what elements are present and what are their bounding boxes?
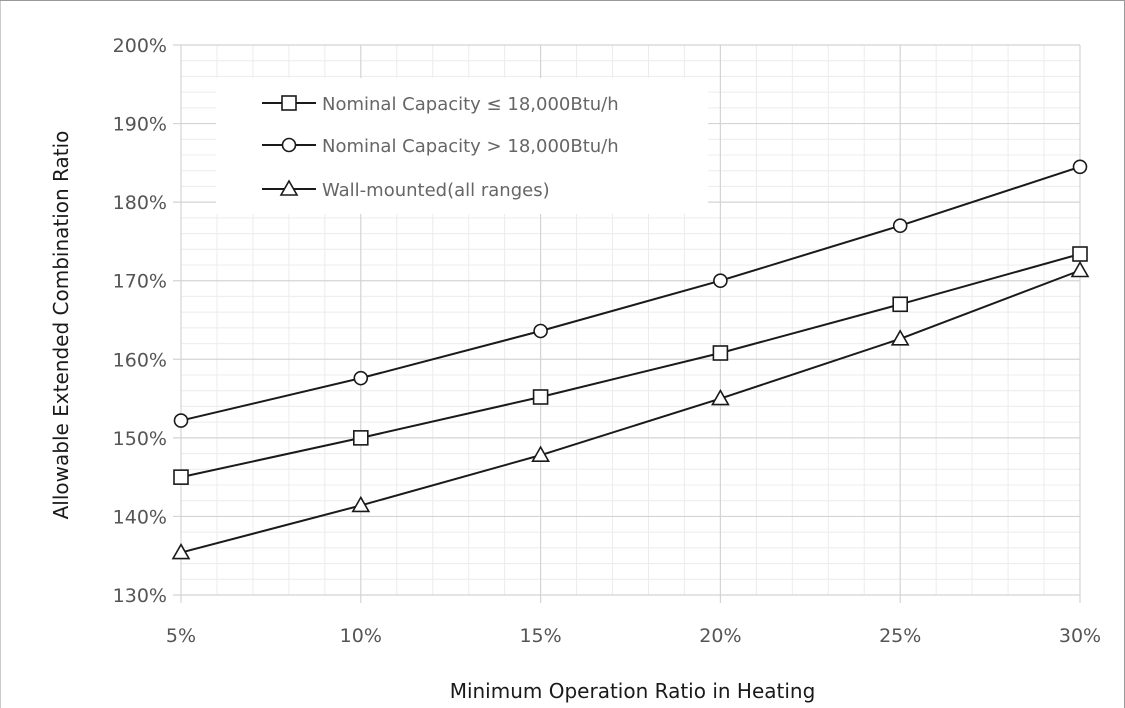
x-tick-labels: 5% 10% 15% 20% 25% 30%	[166, 625, 1101, 647]
legend-label: Nominal Capacity > 18,000Btu/h	[322, 136, 619, 157]
data-point-circle	[1074, 160, 1087, 173]
x-tick-label: 15%	[519, 625, 561, 647]
legend-marker-square	[282, 96, 296, 110]
legend: Nominal Capacity ≤ 18,000Btu/h Nominal Ca…	[216, 78, 708, 214]
legend-label: Wall-mounted(all ranges)	[322, 180, 550, 201]
x-axis-title: Minimum Operation Ratio in Heating	[450, 679, 816, 703]
data-point-triangle	[892, 331, 908, 345]
series-square	[174, 247, 1087, 484]
x-tick-label: 10%	[340, 625, 382, 647]
data-point-square	[534, 390, 548, 404]
data-point-circle	[894, 219, 907, 232]
data-point-circle	[175, 414, 188, 427]
series-line-square	[181, 254, 1080, 477]
y-tick-label: 130%	[113, 585, 167, 607]
data-point-circle	[714, 274, 727, 287]
data-point-square	[174, 470, 188, 484]
data-point-square	[893, 297, 907, 311]
legend-marker-circle	[283, 139, 296, 152]
data-point-circle	[534, 325, 547, 338]
legend-label: Nominal Capacity ≤ 18,000Btu/h	[322, 94, 619, 115]
y-tick-label: 160%	[113, 349, 167, 371]
y-tick-label: 200%	[113, 35, 167, 57]
x-tick-label: 25%	[879, 625, 921, 647]
y-axis-title: Allowable Extended Combination Ratio	[49, 131, 73, 520]
y-tick-label: 180%	[113, 192, 167, 214]
data-point-square	[354, 431, 368, 445]
y-tick-label: 140%	[113, 506, 167, 528]
series-line-triangle	[181, 271, 1080, 553]
y-tick-labels: 130% 140% 150% 160% 170% 180% 190% 200%	[113, 35, 167, 607]
y-tick-label: 190%	[113, 114, 167, 136]
data-point-square	[713, 346, 727, 360]
x-tick-label: 30%	[1059, 625, 1101, 647]
y-tick-label: 150%	[113, 428, 167, 450]
x-tick-label: 20%	[699, 625, 741, 647]
series-triangle	[173, 263, 1088, 559]
y-tick-label: 170%	[113, 271, 167, 293]
data-point-circle	[354, 372, 367, 385]
data-point-square	[1073, 247, 1087, 261]
x-tick-label: 5%	[166, 625, 196, 647]
